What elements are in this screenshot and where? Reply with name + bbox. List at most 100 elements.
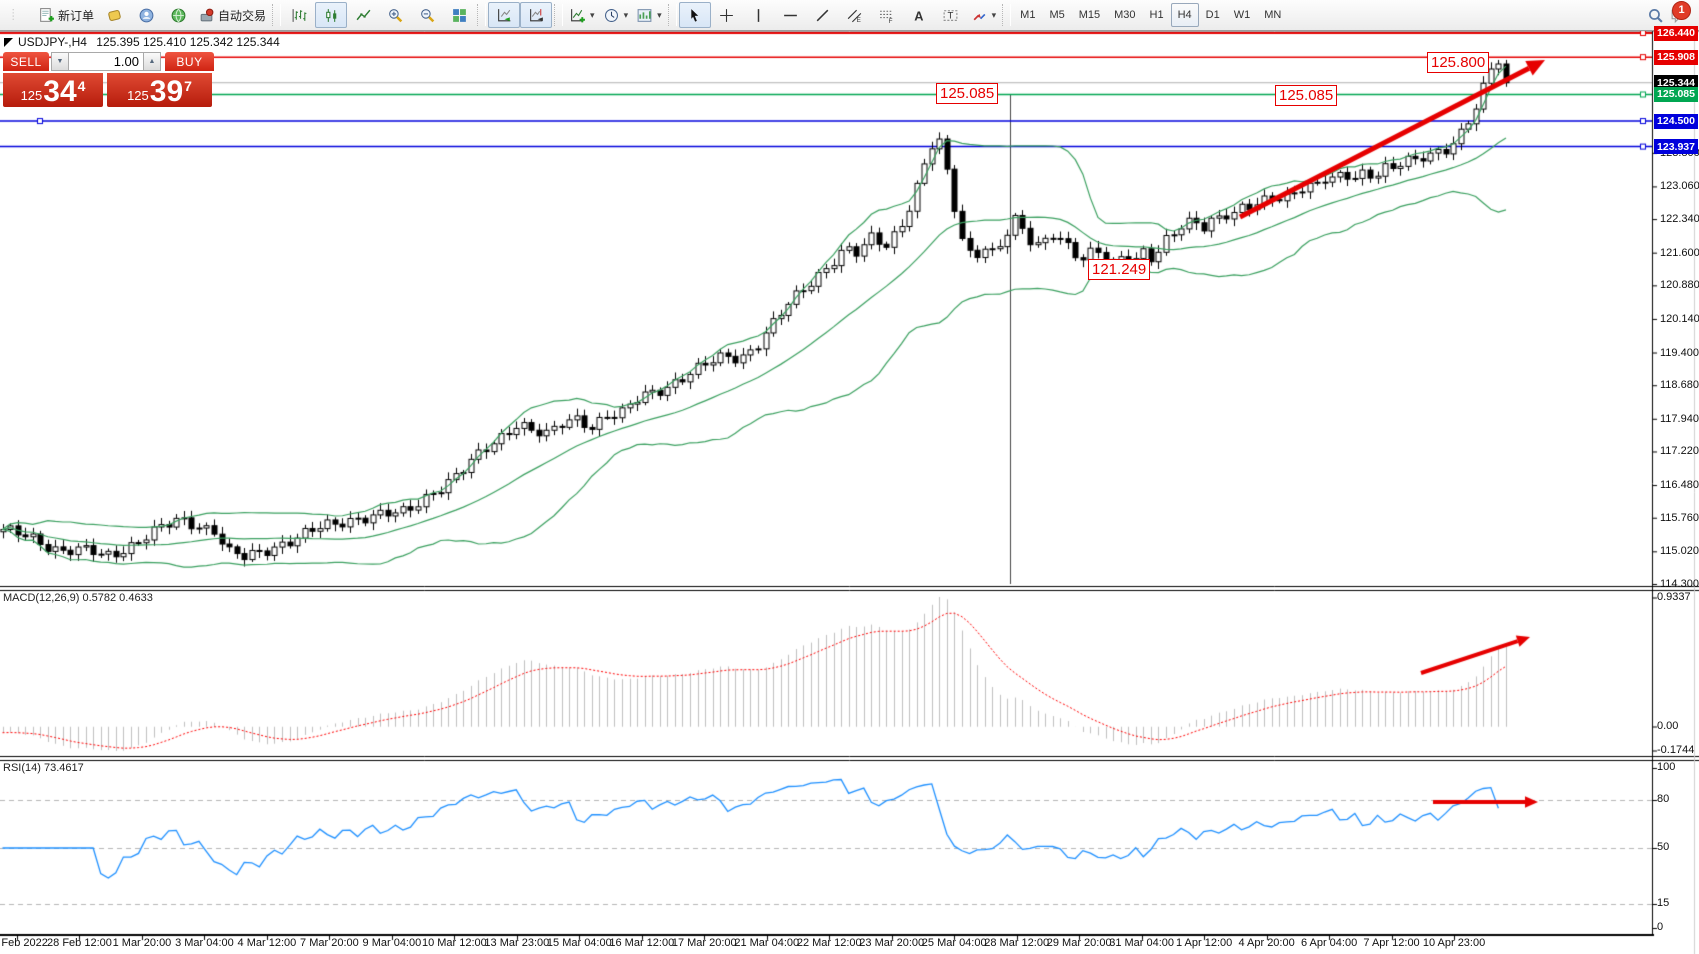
timeframe-mn-button[interactable]: MN — [1264, 9, 1282, 21]
cursor-icon — [686, 7, 703, 24]
quotes-button[interactable] — [98, 2, 130, 28]
auto-scroll-button[interactable] — [488, 2, 521, 28]
svg-text:T: T — [948, 10, 954, 21]
chevron-down-icon: ▾ — [657, 9, 662, 20]
buy-button[interactable]: BUY — [165, 52, 214, 71]
indicators-icon — [569, 7, 586, 24]
search-icon[interactable] — [1647, 7, 1664, 24]
chat-icon[interactable]: 1 — [1670, 0, 1691, 24]
volume-input[interactable] — [69, 52, 143, 71]
new-order-button[interactable]: 新订单 — [34, 2, 98, 28]
volume-box: ▼ ▲ — [51, 52, 161, 71]
volume-increase-button[interactable]: ▲ — [143, 52, 161, 71]
timeframe-h4-button[interactable]: H4 — [1170, 3, 1199, 27]
sell-button[interactable]: SELL — [3, 52, 49, 71]
line-chart-button[interactable] — [347, 2, 379, 28]
arrows-button[interactable]: ▾ — [967, 2, 1001, 28]
autotrading-button[interactable]: 自动交易 — [194, 2, 270, 28]
date-label: 25 Mar 04:00 — [921, 937, 987, 949]
date-label: 7 Apr 12:00 — [1363, 937, 1420, 949]
timeframe-w1-button[interactable]: W1 — [1233, 9, 1251, 21]
date-label: 31 Mar 04:00 — [1109, 937, 1175, 949]
price-tick-label: 120.140 — [1660, 312, 1699, 325]
date-label: 21 Mar 04:00 — [734, 937, 800, 949]
rsi-pane[interactable]: RSI(14) 73.4617 — [0, 761, 1652, 934]
news-globe-button[interactable] — [162, 2, 194, 28]
date-label: 16 Mar 12:00 — [609, 937, 675, 949]
price-tick-label: 121.600 — [1660, 246, 1699, 259]
macd-scale-label: 0.00 — [1657, 720, 1679, 732]
chart-title: USDJPY-,H4 125.395 125.410 125.342 125.3… — [18, 35, 280, 49]
channel-button[interactable]: E — [839, 2, 871, 28]
rsi-scale-label: 15 — [1657, 897, 1670, 909]
main-chart-pane[interactable] — [0, 33, 1652, 586]
price-tick-label: 115.760 — [1660, 511, 1699, 524]
text-button[interactable]: A — [903, 2, 935, 28]
notification-badge[interactable]: 1 — [1672, 0, 1691, 20]
candle-chart-button[interactable] — [315, 2, 348, 28]
chart-shift-button[interactable] — [520, 2, 553, 28]
zoom-out-button[interactable] — [411, 2, 443, 28]
rsi-scale-label: 50 — [1657, 841, 1670, 853]
price-annotation-121.249[interactable]: 121.249 — [1088, 259, 1151, 280]
chevron-down-icon: ▾ — [590, 9, 595, 20]
timeframe-m5-button[interactable]: M5 — [1049, 9, 1065, 21]
price-tick-label: 119.400 — [1660, 346, 1699, 359]
timeframe-d1-button[interactable]: D1 — [1205, 9, 1220, 21]
date-label: 4 Apr 20:00 — [1238, 937, 1295, 949]
candle-chart-icon — [323, 7, 340, 24]
price-annotation-125.800[interactable]: 125.800 — [1427, 52, 1490, 73]
line-chart-icon — [355, 7, 372, 24]
trendline-button[interactable] — [807, 2, 839, 28]
timeframe-m15-button[interactable]: M15 — [1078, 9, 1101, 21]
autotrading-label: 自动交易 — [218, 8, 267, 23]
fibonacci-button[interactable]: F — [871, 2, 903, 28]
price-annotation-125.085[interactable]: 125.085 — [1275, 85, 1338, 106]
sell-price-display: 125 34 4 — [3, 73, 103, 107]
buy-price-sup: 7 — [184, 78, 192, 94]
horizontal-line-button[interactable] — [775, 2, 807, 28]
date-label: 28 Mar 12:00 — [984, 937, 1050, 949]
vertical-line-button[interactable] — [743, 2, 775, 28]
price-annotation-125.085[interactable]: 125.085 — [936, 83, 999, 104]
date-label: 28 Feb 12:00 — [47, 937, 112, 949]
buy-price-prefix: 125 — [127, 88, 149, 103]
price-tick-label: 118.680 — [1660, 379, 1699, 392]
text-label-button[interactable]: T — [935, 2, 967, 28]
grip — [10, 7, 27, 24]
price-tick-label: 116.480 — [1660, 479, 1699, 492]
rsi-scale-label: 0 — [1657, 921, 1664, 933]
periods-button[interactable]: ▾ — [599, 2, 633, 28]
text-icon: A — [910, 7, 927, 24]
indicators-button[interactable]: ▾ — [565, 2, 599, 28]
toolbar-separator — [272, 4, 282, 26]
macd-pane[interactable]: MACD(12,26,9) 0.5782 0.4633 — [0, 591, 1652, 756]
quotes-icon — [106, 7, 123, 24]
timeframe-h1-button[interactable]: H1 — [1149, 9, 1164, 21]
date-label: 29 Mar 20:00 — [1046, 937, 1112, 949]
svg-text:F: F — [889, 17, 893, 23]
bar-chart-button[interactable] — [283, 2, 315, 28]
price-tag-125.344: 125.344 — [1654, 75, 1698, 91]
timeframe-m1-button[interactable]: M1 — [1020, 9, 1036, 21]
date-label: 10 Mar 12:00 — [421, 937, 487, 949]
timeframe-m30-button[interactable]: M30 — [1114, 9, 1136, 21]
tile-windows-button[interactable] — [443, 2, 475, 28]
channel-icon: E — [846, 7, 863, 24]
zoom-in-button[interactable] — [379, 2, 411, 28]
crosshair-button[interactable] — [711, 2, 743, 28]
toolbar-right: 1 — [1647, 0, 1697, 24]
buy-price-display: 125 39 7 — [107, 73, 212, 107]
cursor-button[interactable] — [678, 2, 711, 28]
symbol-pointer-icon — [4, 38, 13, 47]
macd-scale-label: 0.9337 — [1657, 591, 1691, 603]
toolbar-separator — [1002, 4, 1012, 26]
chevron-down-icon: ▾ — [991, 9, 997, 20]
volume-decrease-button[interactable]: ▼ — [51, 52, 69, 71]
news-globe-icon — [170, 7, 187, 24]
macd-label: MACD(12,26,9) 0.5782 0.4633 — [3, 592, 153, 604]
svg-text:E: E — [857, 16, 861, 23]
templates-button[interactable]: ▾ — [632, 2, 666, 28]
profile-button[interactable] — [130, 2, 162, 28]
